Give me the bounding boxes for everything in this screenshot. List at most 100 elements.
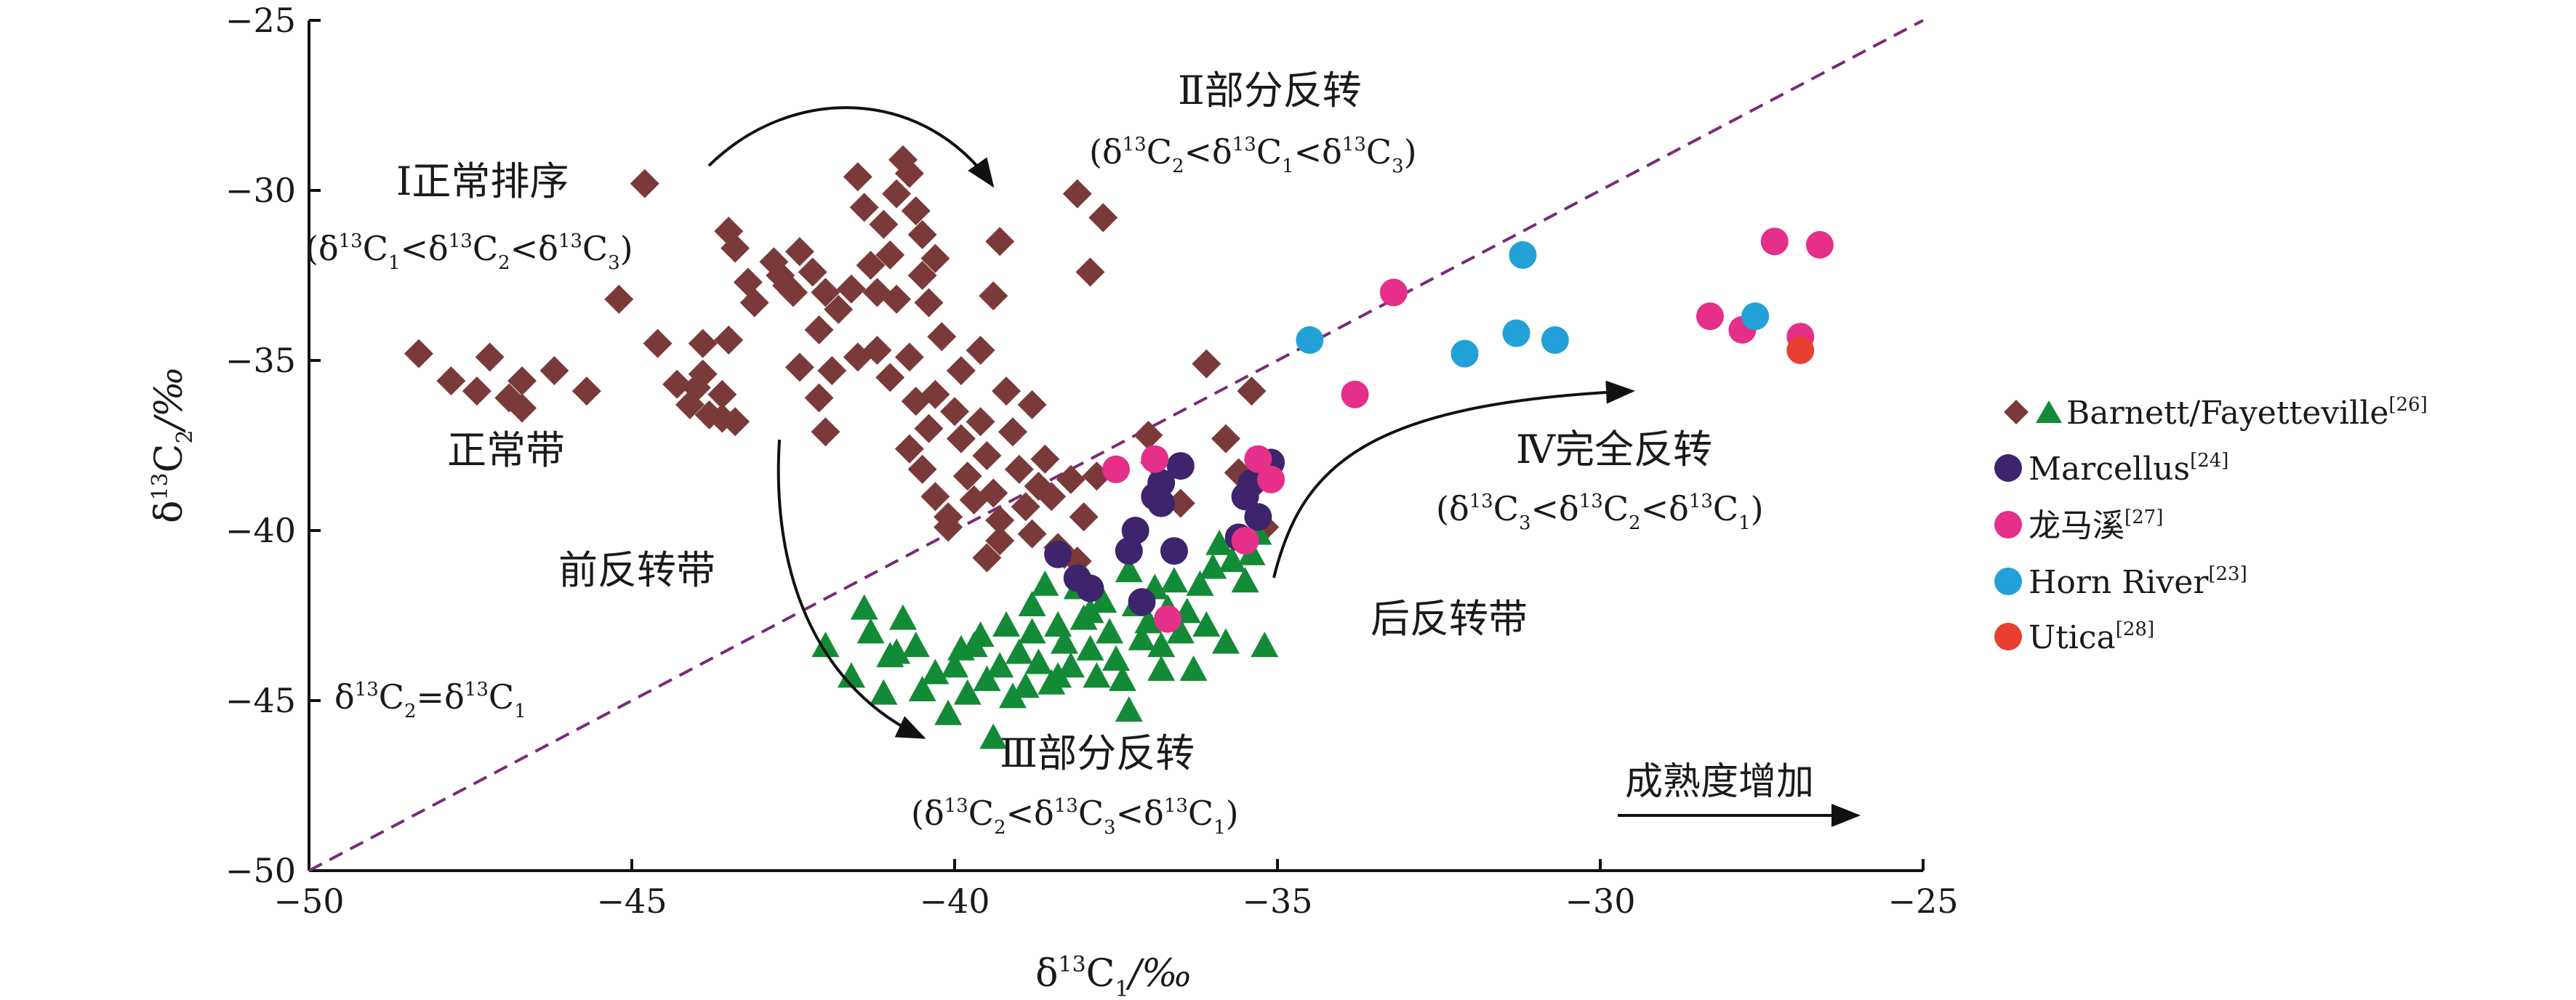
data-point <box>907 454 937 484</box>
data-point <box>875 240 905 270</box>
data-point <box>960 632 988 658</box>
maturity-label: 成熟度增加 <box>1625 760 1814 804</box>
series-circle-5 <box>1786 336 1815 364</box>
data-point <box>875 363 905 392</box>
data-point <box>1115 557 1143 583</box>
data-point <box>979 723 1008 749</box>
zone4-title: Ⅳ完全反转 <box>1516 427 1712 472</box>
legend-item-horn-river: Horn River[23] <box>1994 563 2247 601</box>
data-point <box>1160 567 1188 593</box>
data-point <box>714 325 744 355</box>
data-point <box>940 397 969 427</box>
data-point <box>934 699 963 725</box>
data-point <box>850 594 878 620</box>
normal-zone-label: 正常带 <box>447 427 565 473</box>
data-point <box>1237 376 1267 406</box>
data-point <box>1166 618 1195 644</box>
data-point <box>1147 632 1176 658</box>
data-point <box>1076 597 1104 624</box>
data-point <box>436 366 466 396</box>
data-points <box>404 145 1834 749</box>
data-point <box>1005 638 1033 664</box>
data-point <box>1502 319 1530 347</box>
legend-item-utica: Utica[28] <box>1994 618 2154 656</box>
data-point <box>985 526 1015 556</box>
legend-item-marcellus: Marcellus[24] <box>1994 450 2228 488</box>
x-axis-title: δ13C1/‰ <box>1035 952 1192 1000</box>
data-point <box>1160 537 1188 565</box>
data-point <box>921 658 950 685</box>
data-point <box>1102 455 1130 483</box>
x-axis-title-sub: 1 <box>1115 977 1128 1000</box>
data-point <box>404 339 433 368</box>
x-ticks: −50 −45 −40 −35 −30 −25 <box>273 859 1959 921</box>
data-point <box>1154 605 1182 633</box>
series-diamond-0 <box>404 145 1280 576</box>
data-point <box>1134 608 1163 634</box>
data-point <box>1088 203 1118 233</box>
data-point <box>894 342 924 372</box>
data-point <box>902 632 930 658</box>
data-point <box>1786 336 1815 364</box>
legend-circle-icon <box>1994 568 2022 595</box>
arrow-to-zone4 <box>1272 380 1635 578</box>
data-point <box>1179 655 1208 681</box>
data-point <box>1379 278 1408 307</box>
data-point <box>914 288 944 318</box>
data-point <box>1450 339 1479 368</box>
data-point <box>953 679 982 705</box>
data-point <box>882 179 912 209</box>
zone4-formula: (δ13C3<δ13C2<δ13C1) <box>1436 489 1764 534</box>
data-point <box>972 543 1002 573</box>
y-tick-label: −30 <box>225 171 296 210</box>
data-point <box>1341 380 1369 408</box>
data-point <box>739 288 769 318</box>
data-point <box>1083 662 1111 688</box>
data-point <box>1541 326 1569 354</box>
data-point <box>941 652 968 678</box>
data-point <box>1141 445 1169 473</box>
data-point <box>920 243 950 273</box>
legend-item-longmaxi: 龙马溪[27] <box>1994 507 2163 544</box>
data-point <box>985 505 1015 535</box>
data-point <box>836 274 866 304</box>
axes <box>308 20 1923 872</box>
x-axis-title-main: C <box>1086 952 1115 996</box>
data-point <box>1062 179 1092 209</box>
data-point <box>888 604 917 630</box>
y-tick-label: −35 <box>225 341 296 380</box>
data-point <box>1017 519 1047 549</box>
y-tick-label: −40 <box>225 511 296 550</box>
trend-arrows <box>707 106 1861 827</box>
data-point <box>1244 503 1272 531</box>
data-point <box>604 284 634 314</box>
data-point <box>811 417 840 447</box>
zone2-formula: (δ13C2<δ13C1<δ13C3) <box>1089 132 1417 177</box>
x-tick-label: −45 <box>596 882 667 921</box>
data-point <box>1089 587 1118 613</box>
data-point <box>1147 655 1176 681</box>
data-point <box>907 219 937 249</box>
data-point <box>1696 302 1724 331</box>
data-point <box>1018 618 1046 644</box>
data-point <box>1257 465 1285 493</box>
data-point <box>630 169 659 198</box>
legend-circle-icon <box>1994 454 2022 482</box>
equality-reference-line <box>308 19 1924 872</box>
data-point <box>946 356 976 386</box>
data-point <box>1205 529 1234 555</box>
data-point <box>539 356 569 386</box>
x-axis-title-sup: 13 <box>1058 952 1086 977</box>
data-point <box>662 369 692 399</box>
data-point <box>643 328 673 358</box>
data-point <box>894 434 924 464</box>
data-point <box>1760 227 1789 256</box>
y-axis-title-delta: δ <box>148 501 191 523</box>
data-point <box>811 632 840 658</box>
data-point <box>907 261 937 290</box>
data-point <box>475 342 505 372</box>
data-point <box>1128 588 1156 616</box>
data-point <box>721 407 750 437</box>
x-tick-label: −35 <box>1242 882 1312 921</box>
data-point <box>1018 590 1046 616</box>
